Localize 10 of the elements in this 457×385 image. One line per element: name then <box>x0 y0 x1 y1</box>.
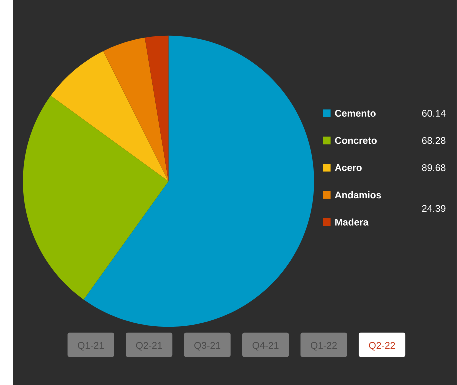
legend-label: Cemento <box>335 110 376 117</box>
text: Q2-22 <box>369 342 396 351</box>
legend-label: Concreto <box>335 137 377 144</box>
text: 89.68 <box>422 164 446 172</box>
text: 24.39 <box>422 205 446 212</box>
text: 68.28 <box>422 137 446 144</box>
legend-label: Acero <box>335 164 362 172</box>
text: 60.14 <box>422 110 446 117</box>
legend-label: Andamios <box>335 191 382 198</box>
legend-label: Madera <box>336 218 369 226</box>
